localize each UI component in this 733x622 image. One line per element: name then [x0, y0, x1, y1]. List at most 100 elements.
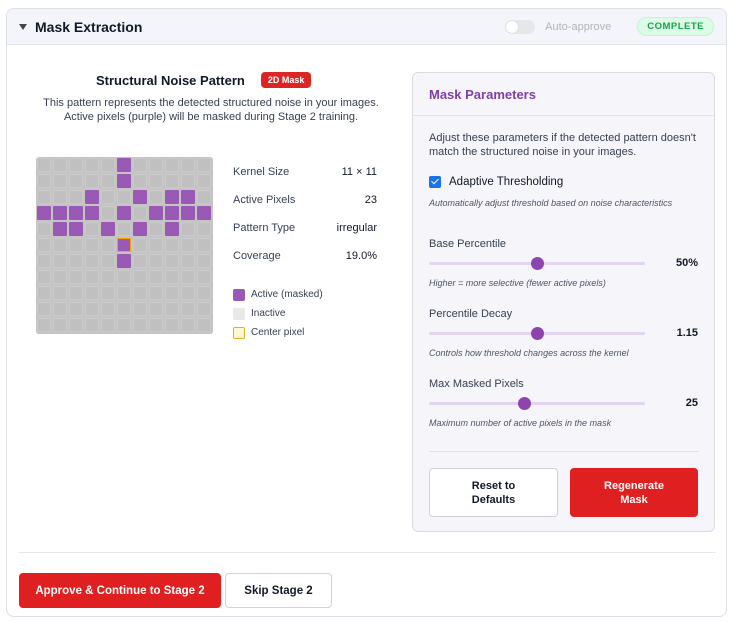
mask-cell-active [85, 206, 99, 220]
pattern-title-row: Structural Noise Pattern 2D Mask [96, 72, 312, 88]
mask-cell-inactive [37, 158, 51, 172]
params-title: Mask Parameters [413, 73, 714, 116]
mask-cell-inactive [101, 302, 115, 316]
mask-cell-inactive [197, 158, 211, 172]
mask-cell-inactive [53, 190, 67, 204]
base-percentile-slider-thumb[interactable] [531, 257, 544, 270]
mask-cell-inactive [197, 254, 211, 268]
mask-cell-inactive [101, 238, 115, 252]
slider-track[interactable] [429, 402, 645, 405]
mask-cell-inactive [85, 302, 99, 316]
stat-value-kernel-size: 11 × 11 [341, 166, 377, 178]
mask-cell-inactive [69, 174, 83, 188]
footer-divider [19, 552, 716, 553]
mask-cell-inactive [85, 286, 99, 300]
mask-cell-inactive [37, 174, 51, 188]
percentile-decay-control: Percentile Decay 1.15 Controls how thres… [429, 308, 704, 358]
mask-cell-active [85, 190, 99, 204]
mask-cell-inactive [117, 286, 131, 300]
slider-label: Max Masked Pixels [429, 378, 524, 390]
mask-cell-inactive [53, 286, 67, 300]
mask-cell-inactive [85, 318, 99, 332]
mask-cell-inactive [181, 158, 195, 172]
adaptive-thresholding-row[interactable]: Adaptive Thresholding [429, 176, 563, 188]
slider-row: 1.15 [429, 324, 704, 344]
mask-cell-inactive [69, 302, 83, 316]
mask-cell-inactive [37, 254, 51, 268]
mask-cell-inactive [69, 286, 83, 300]
mask-cell-inactive [133, 286, 147, 300]
mask-cell-inactive [133, 206, 147, 220]
mask-cell-inactive [133, 302, 147, 316]
slider-value: 50% [675, 257, 698, 269]
auto-approve-label: Auto-approve [545, 20, 612, 33]
mask-cell-active [101, 222, 115, 236]
mask-cell-inactive [69, 190, 83, 204]
mask-cell-inactive [85, 222, 99, 236]
stat-row: Kernel Size 11 × 11 [233, 166, 377, 194]
stat-row: Active Pixels 23 [233, 194, 377, 222]
mask-cell-inactive [133, 254, 147, 268]
mask-cell-active [53, 222, 67, 236]
stat-label-active-pixels: Active Pixels [233, 194, 296, 206]
mask-cell-inactive [69, 318, 83, 332]
mask-cell-inactive [165, 286, 179, 300]
percentile-decay-slider-thumb[interactable] [531, 327, 544, 340]
mask-cell-inactive [181, 238, 195, 252]
triangle-down-icon[interactable] [19, 23, 27, 32]
mask-cell-inactive [165, 158, 179, 172]
mask-cell-inactive [53, 302, 67, 316]
mask-cell-active [181, 190, 195, 204]
card-title: Mask Extraction [35, 18, 143, 35]
mask-cell-inactive [165, 174, 179, 188]
mask-cell-inactive [53, 238, 67, 252]
mask-cell-inactive [53, 254, 67, 268]
mask-cell-inactive [133, 318, 147, 332]
mask-cell-inactive [37, 302, 51, 316]
mask-cell-active [197, 206, 211, 220]
auto-approve-toggle[interactable] [505, 19, 536, 34]
mask-cell-inactive [117, 270, 131, 284]
grid-legend: Active (masked) Inactive Center pixel [233, 285, 323, 342]
mask-cell-inactive [85, 270, 99, 284]
mask-cell-inactive [101, 206, 115, 220]
card-header[interactable]: Mask Extraction Auto-approve COMPLETE [7, 9, 726, 45]
mask-cell-inactive [149, 222, 163, 236]
mask-cell-inactive [197, 190, 211, 204]
skip-stage-button[interactable]: Skip Stage 2 [225, 573, 332, 608]
max-masked-pixels-slider-thumb[interactable] [518, 397, 532, 410]
mask-cell-inactive [69, 254, 83, 268]
pattern-stats: Kernel Size 11 × 11 Active Pixels 23 Pat… [233, 166, 377, 278]
mask-cell-inactive [101, 174, 115, 188]
mask-cell-inactive [85, 174, 99, 188]
mask-cell-inactive [165, 254, 179, 268]
legend-item-active: Active (masked) [233, 285, 323, 304]
mask-cell-inactive [37, 270, 51, 284]
mask-cell-inactive [181, 222, 195, 236]
approve-continue-button[interactable]: Approve & Continue to Stage 2 [19, 573, 221, 608]
mask-cell-inactive [165, 270, 179, 284]
mask-parameters-panel: Mask Parameters Adjust these parameters … [412, 72, 715, 532]
regenerate-mask-button[interactable]: Regenerate Mask [570, 468, 698, 517]
mask-cell-inactive [181, 302, 195, 316]
reset-to-defaults-button[interactable]: Reset to Defaults [429, 468, 558, 517]
legend-label-center: Center pixel [251, 327, 305, 338]
mask-cell-active [117, 206, 131, 220]
mask-cell-inactive [181, 254, 195, 268]
stat-value-active-pixels: 23 [364, 194, 377, 206]
mask-cell-inactive [149, 238, 163, 252]
status-badge: COMPLETE [637, 17, 714, 36]
mask-cell-active [53, 206, 67, 220]
slider-label: Percentile Decay [429, 308, 513, 320]
mask-cell-active [117, 254, 131, 268]
mask-cell-inactive [117, 190, 131, 204]
mask-cell-active [37, 206, 51, 220]
mask-cell-inactive [53, 174, 67, 188]
mask-cell-inactive [133, 158, 147, 172]
adaptive-thresholding-checkbox[interactable] [429, 176, 441, 188]
mask-cell-inactive [69, 238, 83, 252]
adaptive-thresholding-label[interactable]: Adaptive Thresholding [449, 176, 564, 188]
mask-cell-inactive [101, 190, 115, 204]
adaptive-thresholding-help: Automatically adjust threshold based on … [429, 198, 673, 208]
pattern-title: Structural Noise Pattern [96, 72, 245, 88]
